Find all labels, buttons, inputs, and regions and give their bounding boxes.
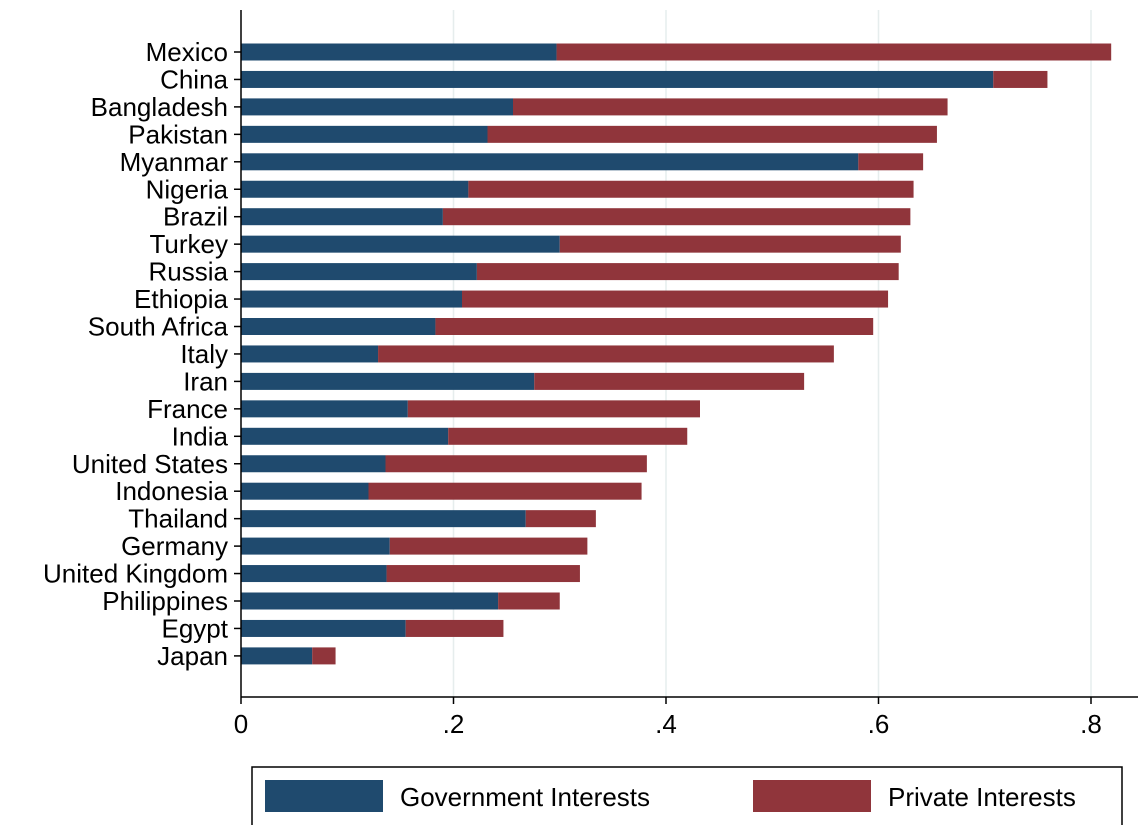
legend-label-private: Private Interests bbox=[888, 782, 1076, 812]
x-tick-label: .6 bbox=[868, 709, 890, 739]
bar-private-interests bbox=[435, 318, 874, 335]
bar-private-interests bbox=[378, 345, 834, 363]
category-label: Italy bbox=[180, 339, 228, 369]
legend-label-government: Government Interests bbox=[400, 782, 650, 812]
bar-private-interests bbox=[405, 619, 504, 637]
bar-private-interests bbox=[559, 235, 901, 253]
category-label: Turkey bbox=[150, 229, 229, 259]
bar-private-interests bbox=[534, 372, 805, 390]
bar-private-interests bbox=[858, 153, 924, 171]
bar-private-interests bbox=[513, 98, 948, 116]
category-label: China bbox=[160, 64, 228, 94]
category-labels: MexicoChinaBangladeshPakistanMyanmarNige… bbox=[43, 37, 241, 671]
bar-private-interests bbox=[386, 565, 580, 583]
category-label: Myanmar bbox=[120, 147, 229, 177]
bar-private-interests bbox=[368, 482, 642, 500]
category-label: Bangladesh bbox=[91, 92, 228, 122]
bar-government-interests bbox=[241, 180, 469, 198]
bar-government-interests bbox=[241, 263, 477, 281]
bar-government-interests bbox=[241, 208, 443, 226]
bar-government-interests bbox=[241, 98, 513, 116]
x-tick-labels: 0 .2 .4 .6 .8 bbox=[234, 697, 1102, 739]
category-label: Japan bbox=[157, 641, 228, 671]
legend-box bbox=[251, 766, 1123, 825]
bar-government-interests bbox=[241, 70, 994, 88]
bar-government-interests bbox=[241, 647, 313, 665]
bar-government-interests bbox=[241, 510, 526, 528]
bar-government-interests bbox=[241, 43, 557, 61]
bar-government-interests bbox=[241, 455, 386, 473]
bar-government-interests bbox=[241, 565, 387, 583]
legend-swatch-private bbox=[753, 780, 871, 812]
bar-private-interests bbox=[468, 180, 914, 198]
category-label: Germany bbox=[121, 531, 228, 561]
category-label: Philippines bbox=[102, 586, 228, 616]
bar-government-interests bbox=[241, 153, 859, 171]
category-label: Pakistan bbox=[128, 119, 228, 149]
bar-private-interests bbox=[385, 455, 647, 473]
bar-private-interests bbox=[312, 647, 336, 665]
bar-private-interests bbox=[993, 70, 1048, 88]
legend: Government Interests Private Interests bbox=[251, 766, 1123, 825]
bar-private-interests bbox=[448, 427, 688, 445]
bar-government-interests bbox=[241, 290, 462, 308]
category-label: Nigeria bbox=[146, 174, 229, 204]
bar-government-interests bbox=[241, 537, 390, 555]
x-tick-label: .2 bbox=[443, 709, 465, 739]
category-label: India bbox=[172, 421, 229, 451]
x-tick-label: 0 bbox=[234, 709, 248, 739]
category-label: South Africa bbox=[88, 312, 229, 342]
bar-government-interests bbox=[241, 482, 369, 500]
bar-government-interests bbox=[241, 372, 535, 390]
bar-private-interests bbox=[407, 400, 700, 418]
legend-swatch-government bbox=[265, 780, 383, 812]
bar-private-interests bbox=[476, 263, 899, 281]
category-label: Russia bbox=[149, 257, 229, 287]
category-label: Brazil bbox=[163, 202, 228, 232]
bar-private-interests bbox=[556, 43, 1112, 61]
bar-government-interests bbox=[241, 235, 560, 253]
category-label: Thailand bbox=[128, 504, 228, 534]
x-tick-label: .4 bbox=[655, 709, 677, 739]
bar-private-interests bbox=[498, 592, 560, 610]
bar-government-interests bbox=[241, 125, 488, 143]
bar-government-interests bbox=[241, 400, 408, 418]
bar-government-interests bbox=[241, 427, 449, 445]
bar-private-interests bbox=[442, 208, 911, 226]
bars bbox=[241, 43, 1112, 665]
category-label: Iran bbox=[183, 366, 228, 396]
category-label: Indonesia bbox=[115, 476, 228, 506]
x-tick-label: .8 bbox=[1080, 709, 1102, 739]
category-label: Ethiopia bbox=[134, 284, 228, 314]
category-label: Mexico bbox=[146, 37, 228, 67]
bar-government-interests bbox=[241, 619, 406, 637]
bar-private-interests bbox=[487, 125, 937, 143]
category-label: Egypt bbox=[162, 613, 229, 643]
bar-private-interests bbox=[462, 290, 889, 308]
bar-government-interests bbox=[241, 345, 379, 363]
bar-private-interests bbox=[389, 537, 588, 555]
category-label: France bbox=[147, 394, 228, 424]
category-label: United Kingdom bbox=[43, 559, 228, 589]
bar-government-interests bbox=[241, 592, 499, 610]
category-label: United States bbox=[72, 449, 228, 479]
bar-private-interests bbox=[525, 510, 596, 528]
bar-government-interests bbox=[241, 318, 436, 335]
